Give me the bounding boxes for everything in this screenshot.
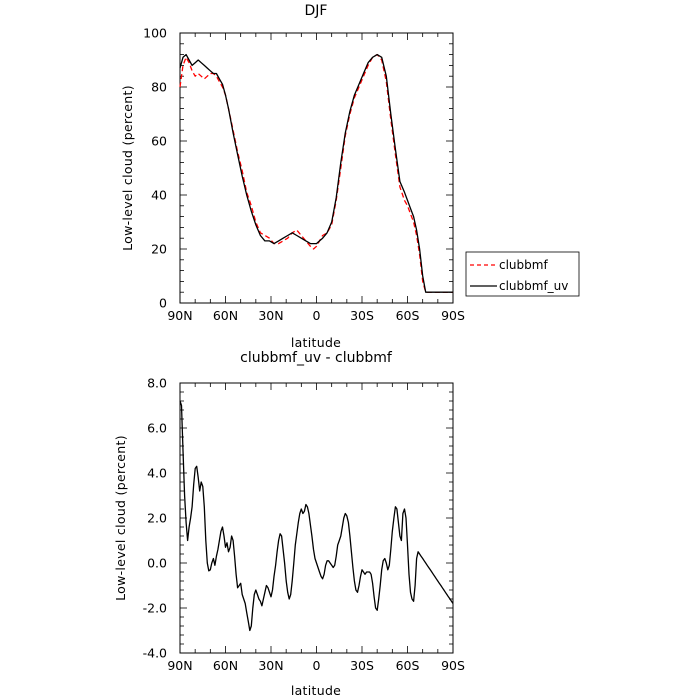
x-tick-label: 30S xyxy=(350,658,374,673)
series-lines xyxy=(179,400,454,632)
series-lines xyxy=(179,53,453,293)
axis-ticks xyxy=(179,32,454,304)
legend-label-clubbmf: clubbmf xyxy=(499,258,548,272)
y-tick-label: 0 xyxy=(159,296,167,311)
y-axis-label: Low-level cloud (percent) xyxy=(113,435,128,601)
y-tick-label: 2.0 xyxy=(147,511,167,526)
chart-djf: DJF 90N 60N 30N 0 30S 60S 90S 0 20 40 60 80 100 lat… xyxy=(120,3,580,350)
y-tick-label: -2.0 xyxy=(143,601,167,616)
x-tick-label: 60S xyxy=(396,658,420,673)
x-tick-label: 0 xyxy=(313,308,321,323)
chart-title: clubbmf_uv - clubbmf xyxy=(240,350,393,366)
y-tick-label: 80 xyxy=(151,80,167,95)
y-tick-label: 4.0 xyxy=(147,466,167,481)
x-tick-label: 60S xyxy=(396,308,420,323)
legend-box xyxy=(465,251,580,297)
x-tick-label: 60N xyxy=(213,658,238,673)
x-tick-label: 90S xyxy=(441,658,465,673)
plot-frame xyxy=(179,382,454,654)
y-tick-labels: 0 20 40 60 80 100 xyxy=(143,26,167,311)
chart-difference: clubbmf_uv - clubbmf 90N 60N 30N 0 30S 60S 90S… xyxy=(113,350,465,698)
y-tick-label: 100 xyxy=(143,26,167,41)
y-tick-label: 0.0 xyxy=(147,556,167,571)
x-tick-label: 30S xyxy=(350,308,374,323)
x-tick-label: 60N xyxy=(213,308,238,323)
axis-ticks xyxy=(179,382,454,654)
legend-label-clubbmf-uv: clubbmf_uv xyxy=(499,279,568,293)
y-axis-label: Low-level cloud (percent) xyxy=(120,85,135,251)
y-tick-label: 40 xyxy=(151,188,167,203)
y-tick-labels: -4.0 -2.0 0.0 2.0 4.0 6.0 8.0 xyxy=(143,376,167,661)
legend: clubbmf clubbmf_uv xyxy=(465,251,580,297)
y-tick-label: 6.0 xyxy=(147,421,167,436)
chart-title: DJF xyxy=(305,3,328,19)
x-axis-label: latitude xyxy=(291,335,341,350)
y-tick-label: -4.0 xyxy=(143,646,167,661)
series-line-clubbmf-uv xyxy=(179,53,453,293)
x-axis-label: latitude xyxy=(291,683,341,698)
x-tick-labels: 90N 60N 30N 0 30S 60S 90S xyxy=(167,308,465,323)
x-tick-label: 0 xyxy=(313,658,321,673)
y-tick-label: 20 xyxy=(151,242,167,257)
series-line-clubbmf xyxy=(179,53,453,293)
series-line-series-0 xyxy=(179,400,454,632)
x-tick-label: 90N xyxy=(167,658,192,673)
y-tick-label: 60 xyxy=(151,134,167,149)
x-tick-label: 30N xyxy=(258,658,283,673)
x-tick-labels: 90N 60N 30N 0 30S 60S 90S xyxy=(167,658,465,673)
x-tick-label: 90S xyxy=(441,308,465,323)
y-tick-label: 8.0 xyxy=(147,376,167,391)
x-tick-label: 90N xyxy=(167,308,192,323)
plot-frame xyxy=(179,32,454,304)
x-tick-label: 30N xyxy=(258,308,283,323)
